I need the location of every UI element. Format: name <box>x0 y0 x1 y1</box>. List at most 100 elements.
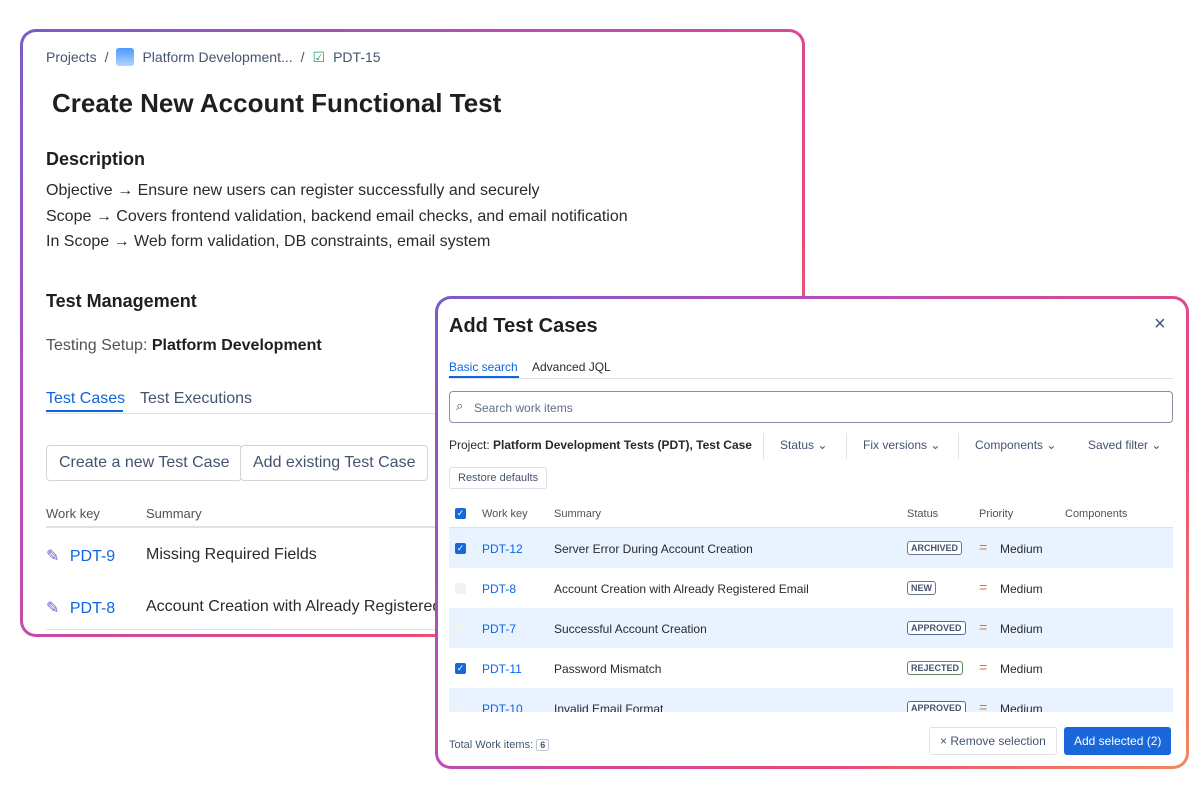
add-existing-test-case-button[interactable]: Add existing Test Case <box>240 445 429 481</box>
components-filter-dropdown[interactable]: Components ⌄ <box>975 438 1056 452</box>
test-case-icon: ✎ <box>46 548 60 565</box>
priority: Medium <box>1000 582 1043 596</box>
column-summary: Summary <box>146 506 202 521</box>
table-row[interactable]: PDT-8 Account Creation with Already Regi… <box>449 568 1173 608</box>
filter-label: Status <box>780 438 815 452</box>
chevron-down-icon: ⌄ <box>930 438 941 452</box>
total-count-badge: 6 <box>536 739 550 751</box>
description-line: In Scope → Web form validation, DB const… <box>46 233 491 250</box>
priority-medium-icon: = <box>979 539 988 555</box>
project-filter[interactable]: Project: Platform Development Tests (PDT… <box>449 438 752 452</box>
divider <box>46 413 802 414</box>
chevron-down-icon: ⌄ <box>817 438 828 452</box>
status-badge: ARCHIVED <box>907 541 963 555</box>
column-priority: Priority <box>979 508 1014 520</box>
work-key-link[interactable]: PDT-12 <box>482 542 523 556</box>
search-input[interactable]: ⌕ Search work items <box>449 391 1173 423</box>
priority: Medium <box>1000 662 1043 676</box>
priority: Medium <box>1000 622 1043 636</box>
row-checkbox[interactable]: ✓ <box>455 543 466 554</box>
total-label: Total Work items: <box>449 739 534 751</box>
active-tab-indicator <box>449 376 519 378</box>
summary: Server Error During Account Creation <box>554 542 753 556</box>
breadcrumb-separator: / <box>104 49 109 65</box>
row-checkbox[interactable] <box>455 703 466 712</box>
table-row[interactable]: ✓ PDT-12 Server Error During Account Cre… <box>449 528 1173 568</box>
table-row[interactable]: PDT-10 Invalid Email Format APPROVED = M… <box>449 688 1173 712</box>
work-key-link[interactable]: PDT-7 <box>482 622 517 636</box>
project-label: Project: <box>449 438 490 452</box>
testing-setup-label: Testing Setup: <box>46 337 148 354</box>
page-title: Create New Account Functional Test <box>52 88 502 118</box>
select-all-checkbox[interactable]: ✓ <box>455 508 466 519</box>
work-key-link[interactable]: PDT-8 <box>482 582 517 596</box>
testing-setup-value: Platform Development <box>151 337 322 354</box>
priority-medium-icon: = <box>979 579 988 595</box>
total-work-items: Total Work items: 6 <box>449 739 550 751</box>
priority: Medium <box>1000 702 1043 712</box>
search-placeholder: Search work items <box>474 401 573 415</box>
summary: Account Creation with Already Registered <box>146 598 442 615</box>
divider <box>46 526 802 528</box>
chevron-down-icon: ⌄ <box>1151 438 1162 452</box>
priority: Medium <box>1000 542 1043 556</box>
active-tab-indicator <box>46 410 123 412</box>
column-components: Components <box>1065 508 1128 520</box>
breadcrumb-project[interactable]: Platform Development... <box>142 49 293 65</box>
remove-selection-button[interactable]: × Remove selection <box>929 727 1057 755</box>
test-management-heading: Test Management <box>46 291 197 311</box>
breadcrumb-separator: / <box>300 49 305 65</box>
tab-basic-search[interactable]: Basic search <box>449 360 518 374</box>
summary: Account Creation with Already Registered… <box>554 582 809 596</box>
fix-versions-filter-dropdown[interactable]: Fix versions ⌄ <box>863 438 940 452</box>
work-key-link[interactable]: PDT-9 <box>69 548 116 565</box>
status-filter-dropdown[interactable]: Status ⌄ <box>780 438 827 452</box>
column-work-key: Work key <box>46 506 100 521</box>
row-checkbox[interactable] <box>455 623 466 634</box>
project-icon <box>116 48 135 66</box>
filter-label: Saved filter <box>1088 438 1149 452</box>
status-badge: APPROVED <box>907 621 966 635</box>
modal-title: Add Test Cases <box>449 315 598 337</box>
status-badge: REJECTED <box>907 661 964 675</box>
add-selected-button[interactable]: Add selected (2) <box>1064 727 1172 755</box>
row-checkbox[interactable]: ✓ <box>455 663 466 674</box>
status-badge: NEW <box>907 581 936 595</box>
divider <box>449 378 1173 379</box>
filter-label: Fix versions <box>863 438 928 452</box>
filter-label: Components <box>975 438 1044 452</box>
table-row[interactable]: ✎ PDT-8 Account Creation with Already Reg… <box>46 598 441 618</box>
project-value: Platform Development Tests (PDT), Test C… <box>493 438 752 452</box>
divider <box>46 629 802 630</box>
table-row[interactable]: PDT-7 Successful Account Creation APPROV… <box>449 608 1173 648</box>
priority-medium-icon: = <box>979 619 988 635</box>
search-icon: ⌕ <box>456 398 464 413</box>
table-row[interactable]: ✓ PDT-11 Password Mismatch REJECTED = Me… <box>449 648 1173 688</box>
column-work-key: Work key <box>482 508 528 520</box>
tab-test-cases[interactable]: Test Cases <box>46 390 126 407</box>
priority-medium-icon: = <box>979 699 988 712</box>
breadcrumb: Projects / Platform Development... / ☑ P… <box>46 48 381 66</box>
create-test-case-button[interactable]: Create a new Test Case <box>46 445 243 481</box>
summary: Invalid Email Format <box>554 702 664 712</box>
tab-advanced-jql[interactable]: Advanced JQL <box>532 360 611 374</box>
chevron-down-icon: ⌄ <box>1046 438 1057 452</box>
tab-test-executions[interactable]: Test Executions <box>140 390 253 407</box>
description-line: Objective → Ensure new users can registe… <box>46 182 540 199</box>
column-summary: Summary <box>554 508 602 520</box>
summary: Successful Account Creation <box>554 622 707 636</box>
close-icon: × <box>940 734 948 748</box>
work-key-link[interactable]: PDT-11 <box>482 662 522 676</box>
status-badge: APPROVED <box>907 701 966 712</box>
restore-defaults-button[interactable]: Restore defaults <box>449 467 548 489</box>
work-key-link[interactable]: PDT-8 <box>69 600 116 617</box>
table-row[interactable]: ✎ PDT-9 Missing Required Fields <box>46 546 317 566</box>
description-heading: Description <box>46 149 146 169</box>
breadcrumb-projects[interactable]: Projects <box>46 49 97 65</box>
work-key-link[interactable]: PDT-10 <box>482 702 523 712</box>
breadcrumb-issue[interactable]: PDT-15 <box>333 49 381 65</box>
row-checkbox[interactable] <box>455 583 466 594</box>
saved-filter-dropdown[interactable]: Saved filter ⌄ <box>1088 438 1161 452</box>
close-icon[interactable]: × <box>1154 313 1166 335</box>
test-checklist-icon: ☑ <box>312 48 326 65</box>
